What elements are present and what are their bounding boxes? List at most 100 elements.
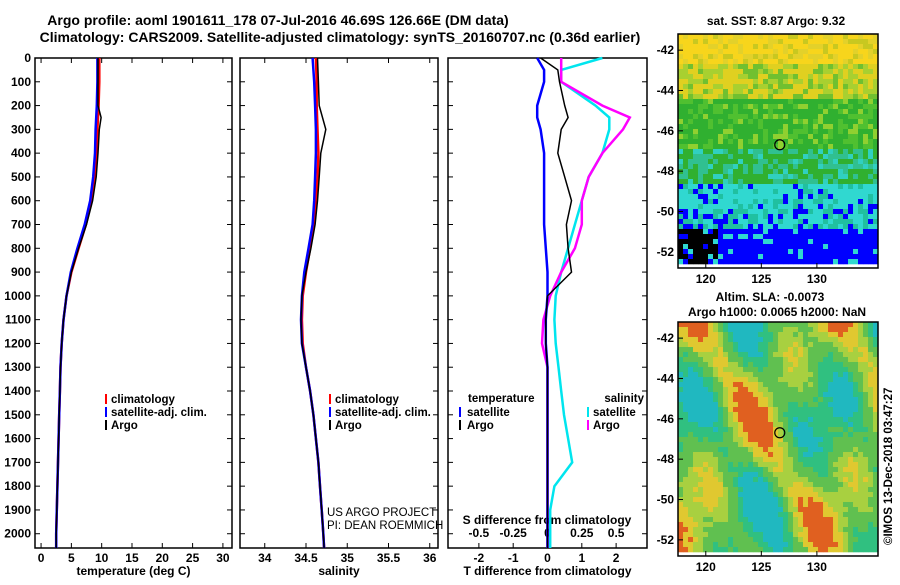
map-cell bbox=[853, 377, 859, 383]
map-cell bbox=[818, 332, 824, 338]
map-cell bbox=[708, 407, 714, 413]
map-cell bbox=[778, 114, 784, 120]
map-cell bbox=[693, 104, 699, 110]
map-cell bbox=[713, 124, 719, 130]
map-cell bbox=[828, 124, 834, 130]
map-cell bbox=[773, 502, 779, 508]
map-cell bbox=[868, 532, 874, 538]
map-cell bbox=[803, 119, 809, 125]
map-cell bbox=[798, 164, 804, 170]
map-cell bbox=[788, 462, 794, 468]
map-cell bbox=[733, 139, 739, 145]
map-cell bbox=[828, 492, 834, 498]
map-cell bbox=[868, 94, 874, 100]
map-cell bbox=[708, 362, 714, 368]
map-cell bbox=[783, 114, 789, 120]
map-cell bbox=[868, 347, 874, 353]
map-cell bbox=[838, 357, 844, 363]
map-cell bbox=[728, 357, 734, 363]
map-cell bbox=[848, 497, 854, 503]
map-cell bbox=[843, 392, 849, 398]
map-cell bbox=[798, 432, 804, 438]
map-cell bbox=[728, 74, 734, 80]
map-cell bbox=[698, 432, 704, 438]
map-cell bbox=[868, 367, 874, 373]
map-cell bbox=[788, 89, 794, 95]
map-cell bbox=[758, 144, 764, 150]
map-cell bbox=[723, 229, 729, 235]
map-cell bbox=[753, 402, 759, 408]
map-cell bbox=[863, 397, 869, 403]
map-cell bbox=[863, 129, 869, 135]
map-cell bbox=[818, 164, 824, 170]
map-cell bbox=[753, 467, 759, 473]
map-cell bbox=[783, 507, 789, 513]
map-cell bbox=[858, 447, 864, 453]
map-frame bbox=[677, 33, 879, 269]
map-cell bbox=[868, 377, 874, 383]
map-cell bbox=[718, 79, 724, 85]
map-cell bbox=[733, 422, 739, 428]
map-cell bbox=[758, 477, 764, 483]
map-cell bbox=[813, 497, 819, 503]
map-cell bbox=[858, 44, 864, 50]
map-cell bbox=[833, 492, 839, 498]
map-cell bbox=[813, 199, 819, 205]
map-cell bbox=[738, 239, 744, 245]
map-cell bbox=[863, 234, 869, 240]
map-cell bbox=[873, 249, 879, 255]
map-cell bbox=[828, 254, 834, 260]
map-cell bbox=[743, 422, 749, 428]
map-cell bbox=[758, 49, 764, 55]
map-cell bbox=[778, 249, 784, 255]
map-cell bbox=[748, 44, 754, 50]
map-cell bbox=[708, 352, 714, 358]
map-cell bbox=[818, 327, 824, 333]
map-cell bbox=[713, 64, 719, 70]
map-cell bbox=[723, 342, 729, 348]
map-cell bbox=[798, 124, 804, 130]
map-cell bbox=[763, 149, 769, 155]
map-cell bbox=[723, 174, 729, 180]
map-cell bbox=[788, 34, 794, 40]
map-cell bbox=[763, 382, 769, 388]
map-cell bbox=[783, 169, 789, 175]
map-cell bbox=[783, 209, 789, 215]
map-cell bbox=[783, 34, 789, 40]
map-cell bbox=[718, 34, 724, 40]
map-cell bbox=[683, 367, 689, 373]
map-cell bbox=[738, 482, 744, 488]
map-cell bbox=[853, 59, 859, 65]
map-cell bbox=[833, 209, 839, 215]
map-cell bbox=[728, 94, 734, 100]
map-cell bbox=[868, 527, 874, 533]
map-cell bbox=[688, 357, 694, 363]
map-cell bbox=[818, 49, 824, 55]
map-cell bbox=[748, 129, 754, 135]
map-cell bbox=[863, 89, 869, 95]
map-cell bbox=[763, 209, 769, 215]
map-cell bbox=[773, 327, 779, 333]
map-cell bbox=[868, 219, 874, 225]
map-cell bbox=[773, 547, 779, 553]
map-cell bbox=[698, 487, 704, 493]
map-cell bbox=[873, 164, 879, 170]
map-cell bbox=[858, 49, 864, 55]
map-cell bbox=[678, 402, 684, 408]
map-cell bbox=[818, 169, 824, 175]
map-cell bbox=[738, 322, 744, 328]
map-cell bbox=[758, 407, 764, 413]
map-cell bbox=[838, 94, 844, 100]
map-cell bbox=[708, 249, 714, 255]
map-cell bbox=[703, 224, 709, 230]
map-cell bbox=[708, 204, 714, 210]
map-cell bbox=[808, 54, 814, 60]
map-cell bbox=[778, 472, 784, 478]
map-cell bbox=[703, 327, 709, 333]
map-cell bbox=[858, 352, 864, 358]
map-cell bbox=[828, 357, 834, 363]
map-cell bbox=[848, 482, 854, 488]
map-cell bbox=[753, 254, 759, 260]
map-cell bbox=[868, 139, 874, 145]
map-cell bbox=[683, 194, 689, 200]
